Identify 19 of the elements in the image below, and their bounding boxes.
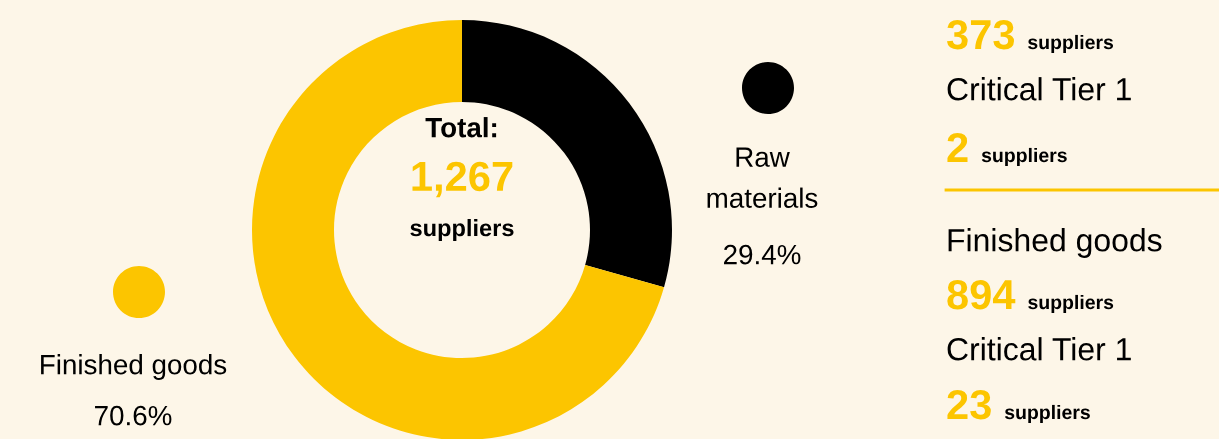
donut-slice [252, 20, 665, 439]
text: Total: [425, 117, 497, 138]
text: 373 [946, 19, 1015, 50]
text: 2 [947, 132, 968, 162]
text: suppliers [981, 147, 1067, 167]
text: 1,267 [412, 161, 513, 198]
text: suppliers [410, 219, 514, 241]
slice-label: Raw materials [707, 147, 818, 208]
text: Finished goods [948, 228, 1162, 258]
text: suppliers [1004, 404, 1090, 424]
text: 894 [947, 279, 1016, 310]
data-label: 29.4% [724, 244, 801, 265]
text: Critical Tier 1 [947, 337, 1131, 361]
slice-label: Finished goods [41, 354, 227, 380]
text: suppliers [1028, 294, 1114, 314]
text: 23 [947, 389, 991, 420]
text: suppliers [1028, 34, 1114, 54]
data-label: 70.6% [95, 405, 172, 426]
text: Critical Tier 1 [947, 77, 1131, 101]
